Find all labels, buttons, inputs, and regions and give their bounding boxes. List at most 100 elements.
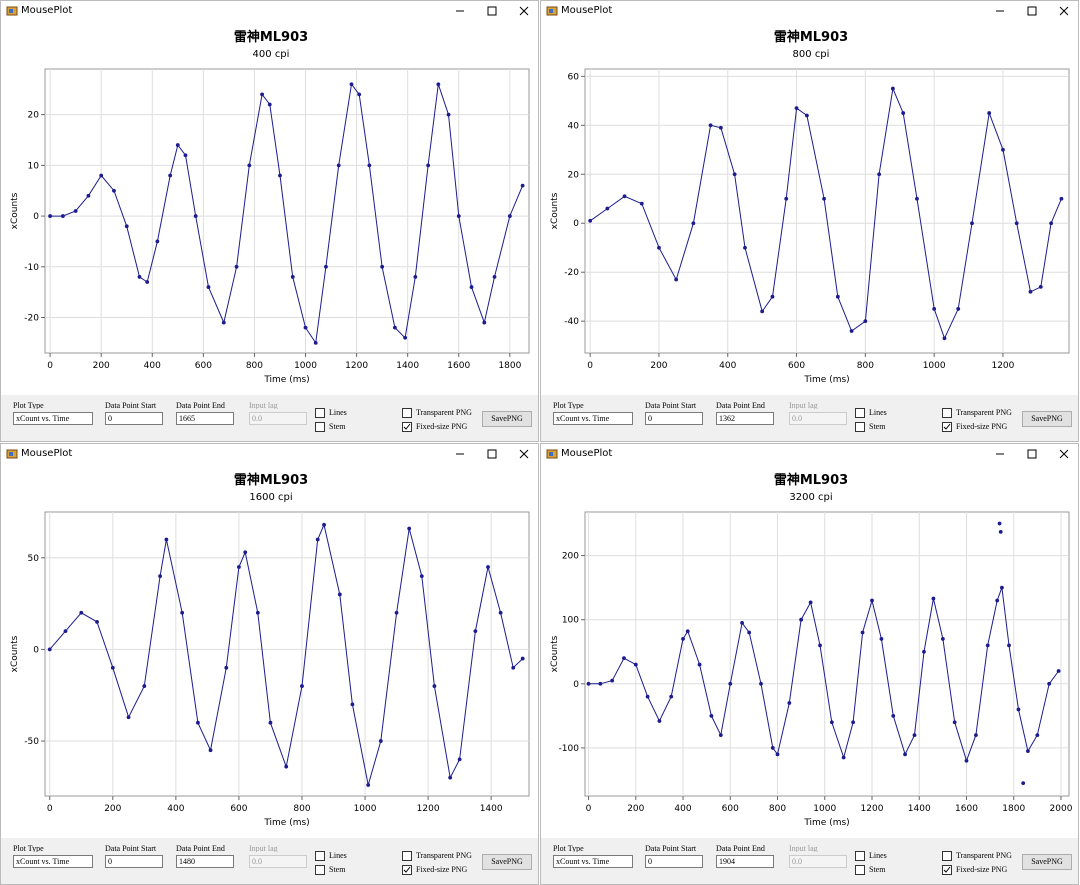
save-button[interactable]: SavePNG <box>1022 854 1072 870</box>
checkbox[interactable] <box>315 422 325 432</box>
start-input[interactable]: 0 <box>105 855 163 868</box>
close-button[interactable] <box>1059 6 1069 16</box>
data-point <box>110 665 115 670</box>
start-input[interactable]: 0 <box>105 412 163 425</box>
save-button[interactable]: SavePNG <box>482 411 532 427</box>
maximize-button[interactable] <box>1027 449 1037 459</box>
end-input[interactable]: 1362 <box>716 412 774 425</box>
data-point <box>818 643 822 648</box>
data-point <box>126 715 131 720</box>
x-tick-label: 800 <box>769 804 786 814</box>
window-buttons <box>456 449 529 459</box>
end-input[interactable]: 1665 <box>176 412 234 425</box>
data-point <box>175 143 180 147</box>
icon-shape <box>549 9 553 13</box>
plot-type-dropdown[interactable]: xCount vs. Time <box>553 855 633 868</box>
data-point <box>890 86 895 91</box>
maximize-button[interactable] <box>487 6 497 16</box>
check-glyph <box>943 423 951 430</box>
checkbox[interactable] <box>402 422 412 432</box>
end-input[interactable]: 1904 <box>716 855 774 868</box>
save-button[interactable]: SavePNG <box>1022 411 1072 427</box>
x-tick-label: 800 <box>857 361 874 371</box>
checkbox[interactable] <box>315 851 325 861</box>
data-point <box>413 275 418 279</box>
data-point <box>657 245 661 250</box>
field-label: Data Point Start <box>105 844 157 852</box>
plot-type-dropdown[interactable]: xCount vs. Time <box>553 412 633 425</box>
checkbox[interactable] <box>942 422 952 432</box>
checkbox[interactable] <box>855 422 865 432</box>
checkbox[interactable] <box>855 851 865 861</box>
field-label: Input lag <box>789 844 818 852</box>
checkbox[interactable] <box>942 865 952 875</box>
x-tick-label: 1400 <box>396 361 419 371</box>
data-point <box>492 275 497 279</box>
data-point <box>588 218 593 223</box>
data-point <box>486 565 490 569</box>
y-tick-label: 0 <box>33 645 39 655</box>
app-icon <box>6 6 18 16</box>
checkbox[interactable] <box>315 408 325 418</box>
checkbox[interactable] <box>402 851 412 861</box>
checkbox[interactable] <box>315 865 325 875</box>
chart-subtitle: 400 cpi <box>253 49 290 60</box>
y-tick-label: -20 <box>564 268 579 278</box>
data-point <box>718 733 723 737</box>
checkbox[interactable] <box>855 865 865 875</box>
window: MousePlot 雷神ML903 400 cpi 0 200 400 600 800 1000… <box>0 0 539 442</box>
window: MousePlot 雷神ML903 800 cpi 0 200 400 600 800 1000… <box>540 0 1079 442</box>
data-point <box>473 629 478 633</box>
field-label: Input lag <box>249 401 278 409</box>
checkbox-label: Stem <box>869 422 886 431</box>
checkbox[interactable] <box>402 865 412 875</box>
data-point <box>394 610 399 615</box>
data-point <box>841 755 846 760</box>
close-button[interactable] <box>519 449 529 459</box>
data-point <box>1014 221 1019 226</box>
y-tick-label: 20 <box>28 111 40 121</box>
y-tick-label: 0 <box>573 680 579 690</box>
data-line <box>50 82 524 345</box>
end-input[interactable]: 1480 <box>176 855 234 868</box>
data-point <box>255 610 260 615</box>
y-tick-label: 20 <box>568 170 580 180</box>
close-button[interactable] <box>519 6 529 16</box>
chart-subtitle: 3200 cpi <box>789 492 832 503</box>
field-label: Data Point End <box>716 401 765 409</box>
maximize-button[interactable] <box>1027 6 1037 16</box>
checkbox[interactable] <box>942 408 952 418</box>
checkbox[interactable] <box>402 408 412 418</box>
data-point <box>849 329 854 333</box>
data-point <box>956 307 961 311</box>
data-point <box>728 681 733 686</box>
data-point <box>879 637 884 641</box>
checkbox[interactable] <box>855 408 865 418</box>
title-bar: MousePlot <box>541 1 1078 21</box>
field-label: Input lag <box>789 401 818 409</box>
data-point <box>891 713 896 718</box>
plot-area <box>44 68 530 354</box>
plot-type-dropdown[interactable]: xCount vs. Time <box>13 855 93 868</box>
plot-type-dropdown[interactable]: xCount vs. Time <box>13 412 93 425</box>
data-point <box>1000 585 1004 590</box>
data-point <box>436 82 441 87</box>
data-point <box>681 637 685 641</box>
x-axis-label: Time (ms) <box>803 818 849 828</box>
save-button[interactable]: SavePNG <box>482 854 532 870</box>
close-button[interactable] <box>1059 449 1069 459</box>
check-mark <box>943 866 951 873</box>
x-tick-label: 200 <box>104 804 121 814</box>
start-input[interactable]: 0 <box>645 855 703 868</box>
data-point <box>315 537 320 542</box>
data-point <box>708 123 713 128</box>
control-panel: Plot Type xCount vs. Time Data Point Start… <box>1 395 538 441</box>
checkbox[interactable] <box>942 851 952 861</box>
maximize-button[interactable] <box>487 449 497 459</box>
start-input[interactable]: 0 <box>645 412 703 425</box>
x-tick-label: 1600 <box>447 361 470 371</box>
x-tick-label: 1000 <box>354 804 377 814</box>
data-point <box>952 720 957 725</box>
app-icon <box>6 449 18 459</box>
data-point <box>870 598 874 603</box>
